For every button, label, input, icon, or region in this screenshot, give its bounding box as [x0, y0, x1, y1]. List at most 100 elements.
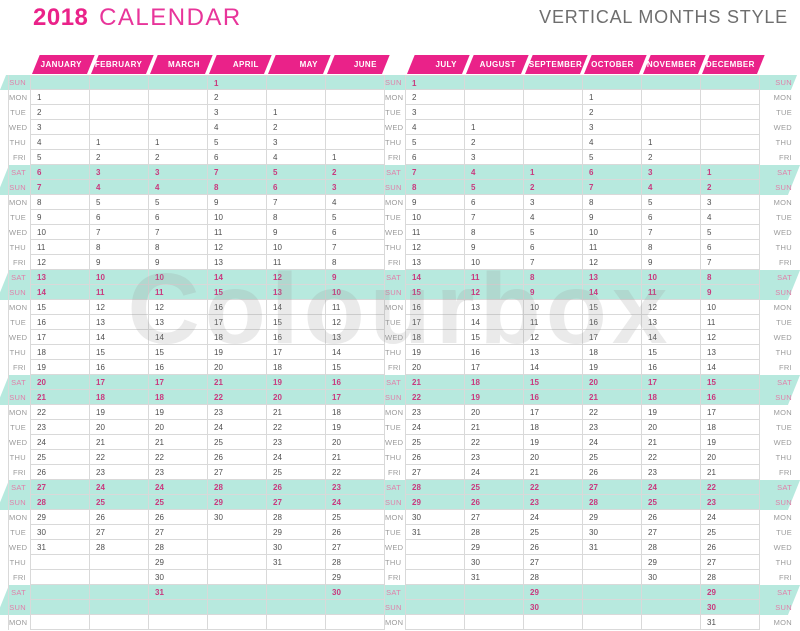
day-cell: 1 [405, 75, 464, 90]
day-cell: 13 [405, 255, 464, 270]
day-cell: 28 [700, 570, 759, 585]
day-cell: 12 [641, 300, 700, 315]
day-label: TUE [8, 420, 30, 435]
day-label: FRI [8, 465, 30, 480]
day-cell: 18 [700, 420, 759, 435]
day-cell: 10 [148, 270, 207, 285]
day-cell: 28 [582, 495, 641, 510]
day-cell: 23 [30, 420, 89, 435]
day-cell: 17 [464, 360, 523, 375]
day-cell [266, 585, 325, 600]
day-cell: 22 [266, 420, 325, 435]
day-cell: 17 [523, 405, 582, 420]
day-label: TUE [759, 315, 795, 330]
day-cell: 14 [89, 330, 148, 345]
day-cell: 20 [266, 390, 325, 405]
day-cell: 13 [148, 315, 207, 330]
day-label: FRI [384, 570, 405, 585]
day-cell: 17 [148, 375, 207, 390]
month-tab-august: AUGUST [466, 55, 529, 74]
day-cell: 24 [641, 480, 700, 495]
day-cell: 24 [207, 420, 266, 435]
day-cell [464, 615, 523, 630]
day-cell [582, 585, 641, 600]
day-cell [641, 615, 700, 630]
day-cell [641, 585, 700, 600]
day-cell: 22 [148, 450, 207, 465]
month-tab-june: JUNE [327, 55, 390, 74]
day-label: MON [384, 615, 405, 630]
month-tab-november: NOVEMBER [643, 55, 706, 74]
day-cell: 7 [405, 165, 464, 180]
day-cell: 6 [30, 165, 89, 180]
day-label: THU [384, 135, 405, 150]
day-label: SAT [384, 165, 405, 180]
day-cell: 6 [266, 180, 325, 195]
day-cell: 14 [266, 300, 325, 315]
day-cell [582, 570, 641, 585]
day-cell: 8 [523, 270, 582, 285]
day-cell: 1 [523, 165, 582, 180]
day-cell: 26 [405, 450, 464, 465]
day-cell [30, 615, 89, 630]
day-label: WED [8, 540, 30, 555]
day-cell: 21 [30, 390, 89, 405]
day-cell [89, 555, 148, 570]
day-cell [700, 120, 759, 135]
day-label: SAT [8, 375, 30, 390]
day-cell: 11 [700, 315, 759, 330]
day-cell [464, 105, 523, 120]
day-cell: 17 [30, 330, 89, 345]
day-cell: 30 [405, 510, 464, 525]
day-cell: 5 [700, 225, 759, 240]
day-cell: 9 [89, 255, 148, 270]
day-cell: 21 [266, 405, 325, 420]
day-cell: 24 [148, 480, 207, 495]
day-cell: 10 [325, 285, 384, 300]
day-cell: 31 [405, 525, 464, 540]
day-cell: 4 [30, 135, 89, 150]
day-cell: 26 [30, 465, 89, 480]
day-cell: 20 [207, 360, 266, 375]
day-cell: 16 [641, 360, 700, 375]
day-cell [700, 105, 759, 120]
day-cell: 24 [700, 510, 759, 525]
day-cell [207, 615, 266, 630]
day-label: FRI [384, 465, 405, 480]
day-cell: 30 [266, 540, 325, 555]
day-cell: 23 [207, 405, 266, 420]
day-label: TUE [384, 420, 405, 435]
day-cell: 6 [582, 165, 641, 180]
day-cell [325, 120, 384, 135]
day-cell: 5 [641, 195, 700, 210]
day-cell: 6 [405, 150, 464, 165]
day-cell: 10 [266, 240, 325, 255]
day-label: SUN [759, 390, 795, 405]
day-cell: 12 [89, 300, 148, 315]
day-cell: 3 [207, 105, 266, 120]
day-cell: 22 [582, 405, 641, 420]
day-cell: 17 [700, 405, 759, 420]
day-cell: 22 [641, 450, 700, 465]
day-label: MON [384, 90, 405, 105]
day-label: SAT [759, 375, 795, 390]
day-cell: 19 [148, 405, 207, 420]
day-cell [700, 150, 759, 165]
day-cell: 5 [582, 150, 641, 165]
day-cell: 17 [207, 315, 266, 330]
day-label: SUN [384, 390, 405, 405]
day-label: FRI [759, 150, 795, 165]
day-cell: 7 [325, 240, 384, 255]
day-cell: 28 [30, 495, 89, 510]
day-cell [523, 150, 582, 165]
day-cell: 28 [148, 540, 207, 555]
day-label: SUN [8, 390, 30, 405]
day-cell: 13 [89, 315, 148, 330]
day-cell: 19 [30, 360, 89, 375]
day-cell [148, 75, 207, 90]
day-cell: 9 [405, 195, 464, 210]
day-cell: 26 [641, 510, 700, 525]
day-cell: 5 [464, 180, 523, 195]
day-label: SAT [384, 585, 405, 600]
day-cell: 30 [523, 600, 582, 615]
